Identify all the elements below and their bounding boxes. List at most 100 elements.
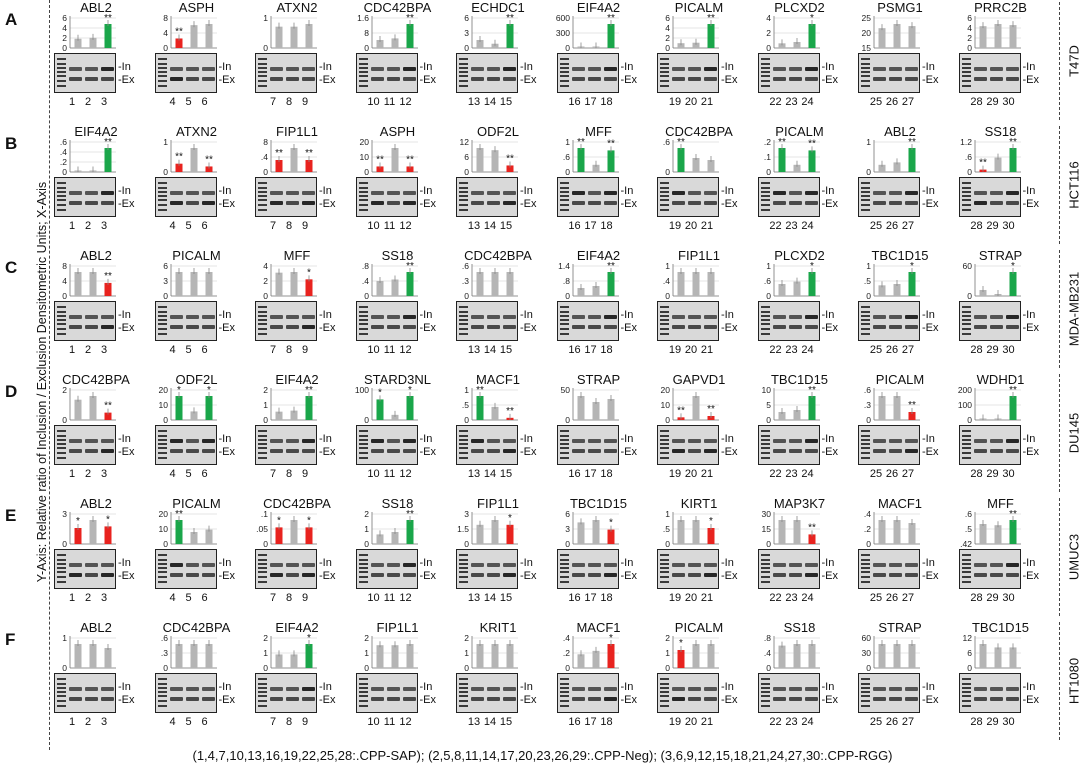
exclusion-band bbox=[973, 77, 987, 81]
significance-marker: ** bbox=[506, 13, 514, 24]
data-bar bbox=[175, 38, 182, 48]
exclusion-band bbox=[503, 697, 516, 701]
data-bar bbox=[793, 42, 800, 48]
inclusion-band bbox=[69, 67, 82, 71]
lane-number: 23 bbox=[785, 592, 798, 604]
exclusion-band bbox=[370, 201, 384, 205]
bar-chart: 1 0 ** bbox=[858, 137, 942, 177]
lane-number: 2 bbox=[84, 344, 92, 356]
bar-chart-svg: .6.4.20** bbox=[60, 137, 116, 177]
inclusion-band bbox=[270, 563, 283, 567]
data-bar bbox=[491, 406, 499, 420]
significance-marker: * bbox=[307, 633, 311, 644]
ladder-band bbox=[157, 457, 167, 459]
bar-chart: 2 1 0 * bbox=[255, 633, 339, 673]
ladder-band bbox=[559, 75, 569, 77]
exclusion-label: -Ex bbox=[218, 694, 236, 706]
lane-number: 30 bbox=[1002, 592, 1015, 604]
y-tick-label: 3 bbox=[464, 509, 469, 519]
lane-number: 9 bbox=[301, 220, 309, 232]
inclusion-band bbox=[989, 563, 1003, 567]
gene-name: STRAP bbox=[878, 620, 922, 635]
y-tick-label: .3 bbox=[864, 400, 871, 410]
y-tick-label: 0 bbox=[263, 43, 268, 53]
gene-panel: MACF1 1.5 0 ** ** -In -Ex 13 14 15 bbox=[456, 372, 540, 494]
ladder-band bbox=[459, 683, 468, 685]
exclusion-band bbox=[989, 201, 1003, 205]
y-tick-label: 6 bbox=[967, 648, 972, 658]
ladder-band bbox=[861, 443, 870, 445]
bar-chart: 4 2 0 * bbox=[758, 13, 842, 53]
data-bar bbox=[376, 399, 383, 420]
inclusion-band bbox=[185, 563, 199, 567]
bar-chart-svg: .8.40** bbox=[361, 261, 418, 301]
exclusion-band bbox=[302, 449, 315, 453]
inclusion-band bbox=[85, 687, 98, 691]
ladder-band bbox=[459, 311, 468, 313]
data-bar bbox=[908, 272, 916, 296]
ladder-band bbox=[57, 457, 66, 459]
data-bar bbox=[893, 24, 901, 48]
ladder-band bbox=[459, 85, 468, 87]
ladder-band bbox=[459, 457, 468, 459]
exclusion-label: -Ex bbox=[821, 570, 839, 582]
ladder-band bbox=[760, 71, 770, 73]
ladder-band bbox=[660, 691, 669, 693]
gene-panel: ATXN2 1 0 -In -Ex 7 8 9 bbox=[255, 0, 339, 122]
exclusion-label: -Ex bbox=[620, 198, 638, 210]
exclusion-label: -Ex bbox=[218, 198, 236, 210]
ladder-band bbox=[57, 678, 66, 680]
exclusion-band bbox=[201, 201, 215, 205]
exclusion-band bbox=[471, 325, 484, 329]
ladder-band bbox=[760, 576, 770, 578]
inclusion-label: -In bbox=[620, 433, 634, 445]
gel-image bbox=[858, 425, 920, 465]
ladder-band bbox=[358, 559, 368, 561]
exclusion-label: -Ex bbox=[319, 74, 336, 86]
gene-panel: ECHDC1 6 3 0 ** -In -Ex 13 14 15 bbox=[456, 0, 540, 122]
data-bar bbox=[778, 148, 785, 172]
gel-image bbox=[54, 177, 116, 217]
inclusion-label: -In bbox=[721, 433, 734, 445]
inclusion-label: -In bbox=[821, 185, 835, 197]
significance-marker: ** bbox=[406, 261, 414, 272]
ladder-band bbox=[660, 567, 669, 569]
exclusion-label: -Ex bbox=[721, 570, 738, 582]
y-tick-label: 0 bbox=[665, 415, 670, 425]
exclusion-band bbox=[587, 201, 601, 205]
exclusion-label: -Ex bbox=[922, 322, 939, 334]
exclusion-label: -Ex bbox=[1022, 694, 1040, 706]
y-tick-label: 1.5 bbox=[457, 524, 469, 534]
ladder-band bbox=[760, 691, 770, 693]
lane-number: 28 bbox=[970, 96, 983, 108]
y-tick-label: 60 bbox=[862, 633, 872, 643]
lane-number: 11 bbox=[383, 344, 396, 356]
lane-number: 22 bbox=[769, 220, 782, 232]
ladder-band bbox=[258, 559, 267, 561]
ladder-band bbox=[57, 187, 66, 189]
ladder-band bbox=[258, 691, 267, 693]
ladder-band bbox=[660, 700, 669, 702]
exclusion-band bbox=[989, 77, 1003, 81]
bar-chart-svg: 1.2.60**** bbox=[960, 137, 1021, 177]
data-bar bbox=[491, 520, 499, 544]
lane-number: 24 bbox=[801, 220, 814, 232]
inclusion-band bbox=[402, 315, 416, 319]
inclusion-band bbox=[873, 315, 886, 319]
bar-chart: 25 20 15 bbox=[858, 13, 942, 53]
y-tick-label: 2 bbox=[364, 509, 369, 519]
gene-panel: PICALM 2 1 0 * -In -Ex 19 20 21 bbox=[657, 620, 741, 742]
data-bar bbox=[205, 166, 212, 172]
inclusion-band bbox=[772, 315, 786, 319]
exclusion-band bbox=[672, 573, 685, 577]
lane-number: 26 bbox=[885, 716, 899, 728]
y-tick-label: 0 bbox=[967, 415, 972, 425]
inclusion-band bbox=[185, 191, 199, 195]
ladder-band bbox=[861, 315, 870, 317]
ladder-band bbox=[358, 452, 368, 454]
cell-line-divider bbox=[1059, 374, 1060, 492]
inclusion-band bbox=[603, 67, 617, 71]
exclusion-label: -Ex bbox=[118, 570, 135, 582]
bar-chart: 100 0 * * bbox=[354, 385, 440, 425]
